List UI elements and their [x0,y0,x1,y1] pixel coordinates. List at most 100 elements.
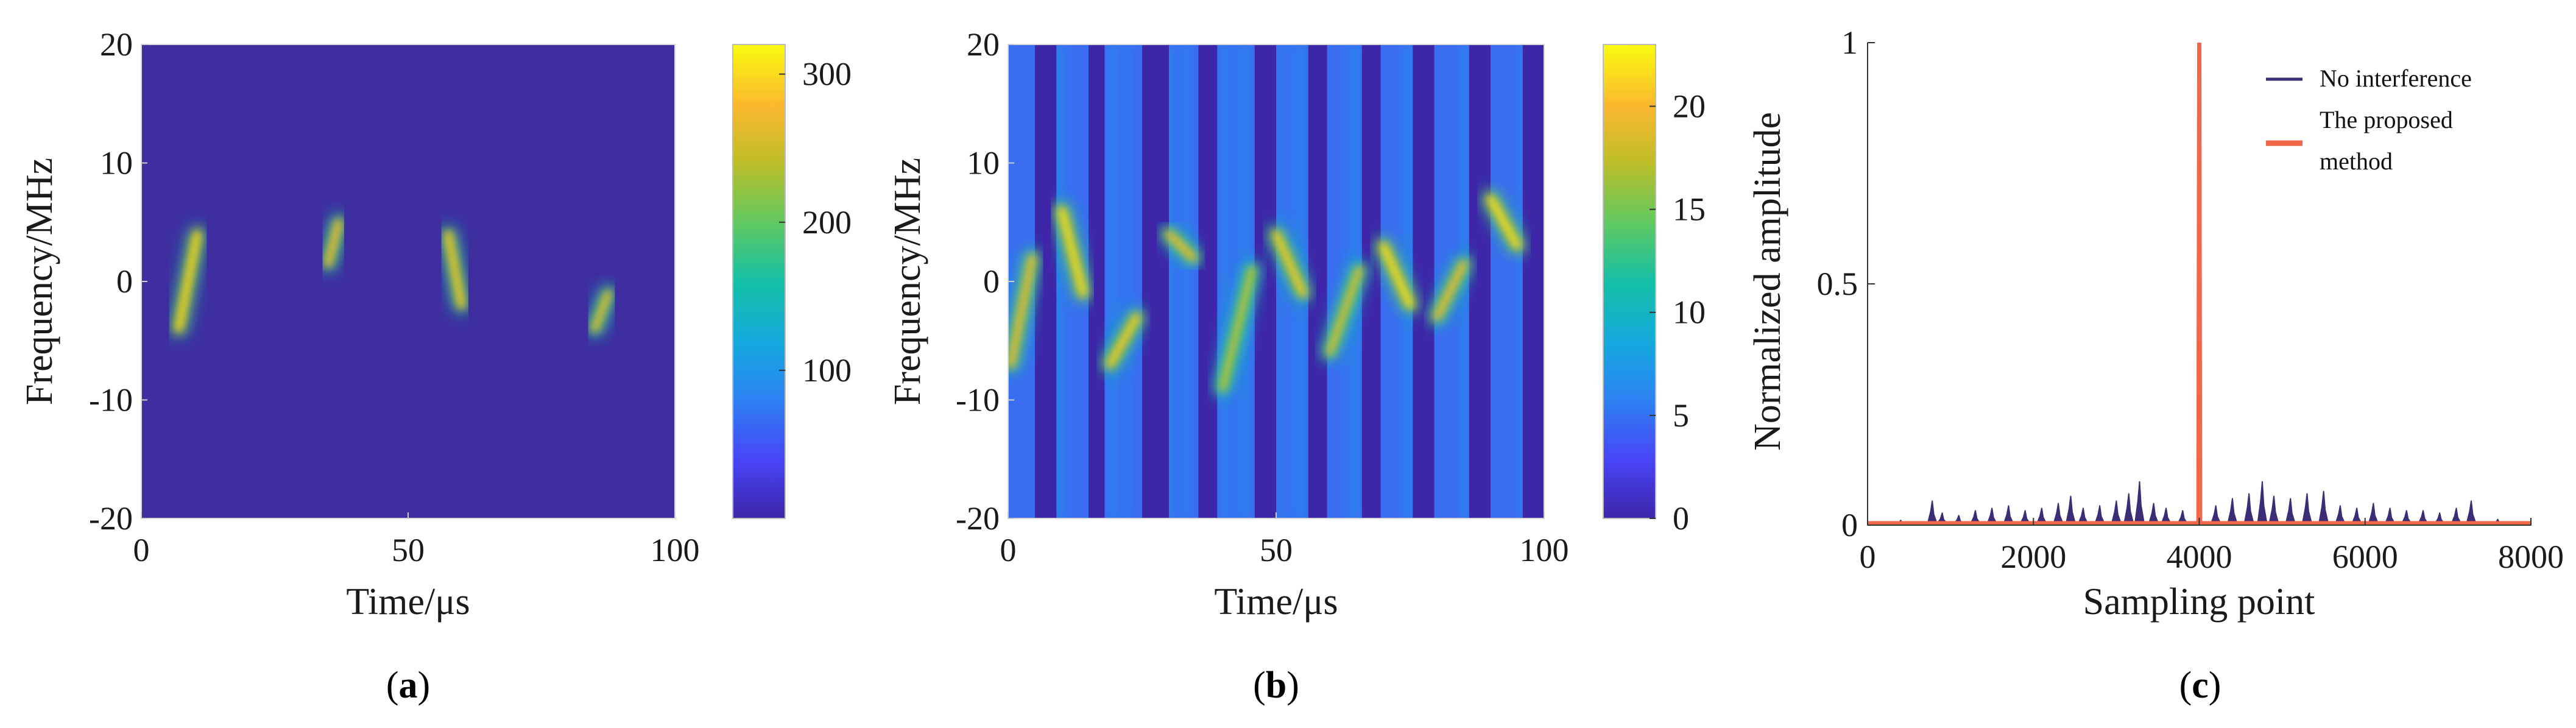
colorbar-tick-label: 15 [1673,191,1706,228]
blank-slot [1089,44,1105,518]
texture-streak [1464,44,1470,518]
blank-slot [1035,44,1057,518]
y-tick-label: 0.5 [1817,266,1858,302]
legend-label-proposed-method: The proposed method [2320,106,2459,175]
blank-slot [1522,44,1544,518]
heatmap-b-y-ticks: 20 10 0 -10 -20 [956,26,1014,537]
y-tick-label: -20 [956,500,1000,537]
y-tick-label: 1 [1841,24,1858,61]
panel-c: 00.51 0 2000 4000 6000 8000 Sampling point N… [1747,24,2564,706]
chirp-core [1274,231,1305,296]
texture-streak [1113,44,1120,518]
texture-streak [1177,44,1183,518]
chirp-core [1327,267,1362,355]
colorbar-tick-label: 300 [802,56,852,93]
texture-streak [1236,44,1242,518]
x-tick-label: 2000 [2000,539,2066,575]
legend-label-no-interference: No interference [2320,65,2472,92]
y-tick-label: -10 [956,382,1000,419]
texture-streak [1219,44,1225,518]
texture-streak [1122,44,1128,518]
legend: No interference The proposed method [2266,65,2472,175]
y-tick-label: 10 [100,145,133,182]
blank-slot [1142,44,1169,518]
blank-slot [1469,44,1491,518]
chirp-core [1107,314,1140,367]
chirp-core [1008,255,1035,367]
blank-slot [1413,44,1434,518]
chirp-core [445,231,464,308]
heatmap-b-colorbar-ticks: 0 5 10 15 20 [1650,88,1706,537]
x-tick-label: 50 [1260,532,1293,568]
chirp-core [1059,208,1086,296]
texture-streak [1109,44,1115,518]
colorbar-tick-label: 10 [1673,294,1706,331]
texture-streak [1341,44,1347,518]
colorbar-tick-label: 20 [1673,88,1706,124]
heatmap-a-marks [171,214,616,337]
line-chart-c-x-ticks: 0 2000 4000 6000 8000 [1860,518,2564,575]
blank-slot [1361,44,1381,518]
texture-streak [1059,44,1065,518]
chirp-core [592,291,611,331]
x-tick-label: 0 [133,532,150,568]
heatmap-a-colorbar-ticks: 100 200 300 [779,56,852,389]
texture-streak [1168,44,1174,518]
texture-streak [1173,44,1179,518]
x-tick-label: 0 [1000,532,1017,568]
heatmap-a-y-ticks: 20 10 0 -10 -20 [89,26,147,537]
heatmap-a-xlabel: Time/μs [346,581,470,623]
x-tick-label: 100 [651,532,700,568]
chirp-core [1381,243,1413,308]
x-tick-label: 8000 [2498,539,2564,575]
texture-streak [1409,44,1415,518]
texture-streak [1185,44,1191,518]
heatmap-b-colorbar [1603,44,1656,518]
line-chart-c-xlabel: Sampling point [2083,581,2315,623]
panel-label-a: (a) [386,665,430,706]
x-tick-label: 4000 [2167,539,2232,575]
texture-streak [1054,44,1060,518]
y-tick-label: 0 [116,263,133,300]
y-tick-label: -10 [89,382,133,419]
blank-slot [1308,44,1327,518]
texture-streak [1067,44,1073,518]
texture-streak [1105,44,1111,518]
chirp-core [1166,231,1196,261]
texture-streak [1063,44,1069,518]
y-tick-label: 10 [967,145,1000,182]
panel-label-c: (c) [2179,665,2221,706]
line-chart-c-y-ticks: 00.51 [1817,24,1875,543]
texture-streak [1232,44,1238,518]
colorbar-tick-label: 200 [802,204,852,241]
x-tick-label: 50 [392,532,425,568]
series-proposed-method [2196,42,2203,526]
texture-streak [1278,44,1284,518]
texture-streak [1519,44,1525,518]
y-tick-label: 20 [100,26,133,63]
heatmap-b-x-ticks: 0 50 100 [1000,512,1569,568]
heatmap-a-ylabel: Frequency/MHz [19,158,60,405]
heatmap-b-ylabel: Frequency/MHz [887,158,928,405]
line-chart-c-ylabel: Normalized amplitude [1747,112,1788,451]
blank-slot [1198,44,1218,518]
texture-streak [1118,44,1124,518]
chirp-core [1220,267,1255,391]
texture-streak [1227,44,1233,518]
chirp-core [176,231,200,331]
heatmap-a-background [141,44,675,518]
colorbar-tick-label: 0 [1673,500,1689,537]
y-tick-label: -20 [89,500,133,537]
colorbar-tick-label: 5 [1673,397,1689,434]
heatmap-b-xlabel: Time/μs [1214,581,1338,623]
y-tick-label: 0 [983,263,1000,300]
x-tick-label: 100 [1520,532,1569,568]
texture-streak [1282,44,1288,518]
texture-streak [1223,44,1229,518]
x-tick-label: 6000 [2332,539,2398,575]
heatmap-a-x-ticks: 0 50 100 [133,512,700,568]
heatmap-a-colorbar [733,44,785,518]
